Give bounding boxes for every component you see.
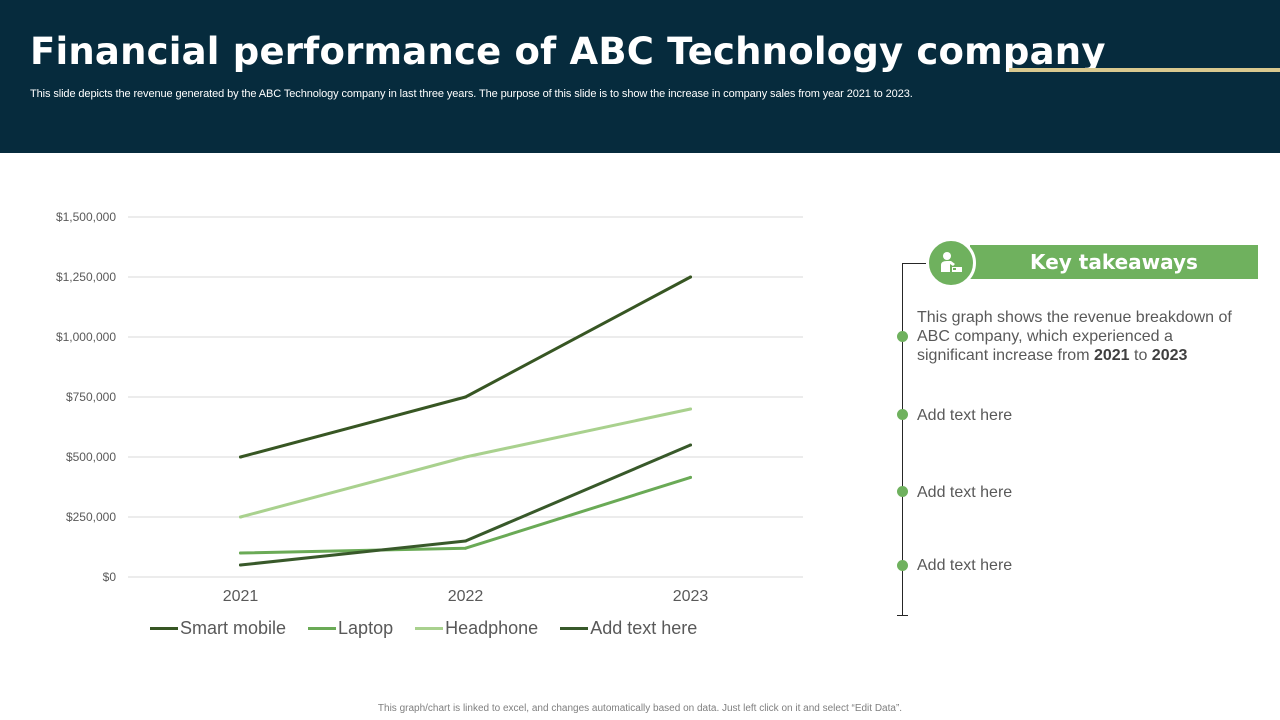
legend-item: Smart mobile: [150, 618, 286, 639]
page-title: Financial performance of ABC Technology …: [30, 30, 1106, 73]
data-point[interactable]: [464, 539, 467, 543]
series-line-smart-mobile[interactable]: [239, 275, 692, 459]
series-line-headphone[interactable]: [239, 407, 692, 519]
data-point[interactable]: [464, 395, 467, 399]
takeaway-item-2: Add text here: [917, 407, 1013, 424]
y-tick-label: $1,500,000: [56, 210, 116, 224]
legend-item: Laptop: [308, 618, 393, 639]
takeaway-bullet-dot: [897, 560, 908, 571]
takeaway-item-4: Add text here: [917, 557, 1013, 574]
data-point[interactable]: [689, 407, 692, 411]
data-point[interactable]: [464, 546, 467, 550]
data-point[interactable]: [689, 475, 692, 479]
header-banner: Financial performance of ABC Technology …: [0, 0, 1280, 153]
timeline-top-tick: [902, 263, 926, 264]
legend-item: Add text here: [560, 618, 697, 639]
takeaway-bullet-dot: [897, 331, 908, 342]
chart-x-axis: 2021 2022 2023: [223, 588, 709, 605]
y-tick-label: $1,250,000: [56, 270, 116, 284]
y-tick-label: $750,000: [66, 390, 116, 404]
legend-swatch: [560, 626, 589, 630]
data-point[interactable]: [464, 455, 467, 459]
data-point[interactable]: [689, 275, 692, 279]
x-tick-label: 2022: [448, 588, 484, 605]
x-tick-label: 2023: [673, 588, 709, 605]
data-point[interactable]: [239, 563, 242, 567]
chart-series: [239, 275, 692, 567]
chart-legend: Smart mobile Laptop Headphone Add text here: [150, 616, 697, 640]
legend-label: Laptop: [338, 617, 394, 638]
takeaway-item-3: Add text here: [917, 484, 1013, 501]
key-takeaways-heading: Key takeaways: [970, 245, 1258, 279]
chart-y-axis: $0 $250,000 $500,000 $750,000 $1,000,000 $1,2…: [56, 210, 116, 584]
data-point[interactable]: [689, 443, 692, 447]
legend-label: Headphone: [445, 617, 539, 638]
legend-label: Add text here: [590, 617, 698, 638]
legend-label: Smart mobile: [180, 617, 287, 638]
y-tick-label: $250,000: [66, 510, 116, 524]
y-tick-label: $500,000: [66, 450, 116, 464]
y-tick-label: $1,000,000: [56, 330, 116, 344]
takeaways-timeline: [902, 263, 903, 615]
page-subtitle: This slide depicts the revenue generated…: [30, 88, 913, 100]
legend-item: Headphone: [415, 618, 538, 639]
data-point[interactable]: [239, 515, 242, 519]
legend-swatch: [150, 626, 178, 630]
data-point[interactable]: [239, 551, 242, 555]
footer-note: This graph/chart is linked to excel, and…: [377, 703, 903, 714]
title-accent-rule: [1009, 68, 1280, 72]
x-tick-label: 2021: [223, 588, 259, 605]
takeaway-item-1: This graph shows the revenue breakdown o…: [917, 309, 1232, 364]
y-tick-label: $0: [103, 570, 117, 584]
legend-swatch: [308, 626, 337, 630]
revenue-line-chart[interactable]: $0 $250,000 $500,000 $750,000 $1,000,000 $1,2…: [0, 190, 830, 610]
key-takeaways-panel: Key takeaways This graph shows the reven…: [880, 230, 1280, 630]
takeaway-bullet-dot: [897, 486, 908, 497]
legend-swatch: [415, 626, 444, 630]
takeaway-bullet-dot: [897, 409, 908, 420]
person-presentation-icon: [926, 238, 976, 288]
timeline-bottom-tick: [897, 615, 908, 616]
data-point[interactable]: [239, 455, 242, 459]
